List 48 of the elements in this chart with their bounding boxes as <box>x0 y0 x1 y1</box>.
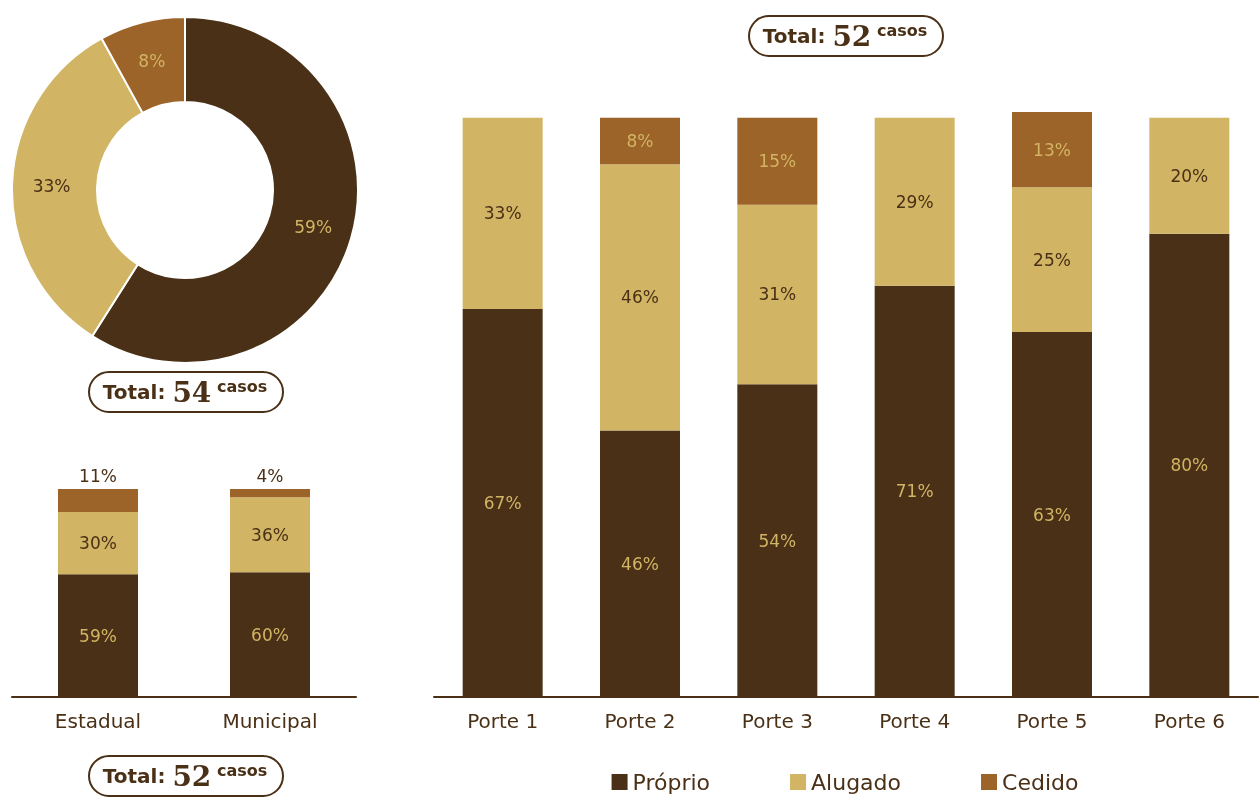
data-label: 25% <box>1033 249 1071 270</box>
legend-label: Próprio <box>632 769 711 795</box>
x-tick-label: Porte 4 <box>879 709 951 733</box>
x-tick-label: Porte 5 <box>1016 709 1088 733</box>
legend-label: Alugado <box>811 769 902 795</box>
data-label: 36% <box>251 524 289 545</box>
data-label: 13% <box>1033 139 1071 160</box>
data-label: 8% <box>626 130 654 151</box>
bar <box>230 497 310 573</box>
data-label: 46% <box>621 287 659 308</box>
data-label: 15% <box>758 151 797 172</box>
data-label: 67% <box>483 492 522 513</box>
data-label: 80% <box>1170 455 1209 476</box>
data-label: 54% <box>758 530 797 551</box>
bar <box>874 117 955 286</box>
data-label: 29% <box>895 191 934 212</box>
bar <box>230 489 310 498</box>
x-tick-label: Porte 6 <box>1153 709 1225 733</box>
data-label: 4% <box>256 465 284 486</box>
bar <box>600 164 680 431</box>
data-label: 59% <box>79 625 117 646</box>
data-label: 33% <box>483 203 522 224</box>
bar <box>58 511 138 575</box>
x-tick-label: Porte 2 <box>604 709 676 733</box>
bar <box>1149 117 1230 234</box>
x-tick-label: Municipal <box>222 709 318 733</box>
bar <box>58 489 138 512</box>
data-label: 8% <box>138 50 166 71</box>
legend-label: Cedido <box>1002 769 1079 795</box>
data-label: 31% <box>758 284 797 305</box>
bar <box>1012 112 1092 188</box>
data-label: 71% <box>895 481 934 502</box>
x-tick-label: Porte 1 <box>467 709 539 733</box>
data-label: 59% <box>294 217 333 238</box>
data-label: 11% <box>79 465 117 486</box>
data-label: 33% <box>32 175 71 196</box>
data-label: 46% <box>621 553 659 574</box>
data-label: 30% <box>79 533 117 554</box>
x-tick-label: Porte 3 <box>741 709 813 733</box>
x-tick-label: Estadual <box>54 709 142 733</box>
data-label: 63% <box>1033 504 1071 525</box>
bar <box>737 117 818 205</box>
bar <box>1012 187 1092 333</box>
bar <box>737 204 818 385</box>
bar <box>600 117 680 165</box>
bar <box>462 117 543 309</box>
data-label: 20% <box>1170 165 1209 186</box>
data-label: 60% <box>251 624 289 645</box>
